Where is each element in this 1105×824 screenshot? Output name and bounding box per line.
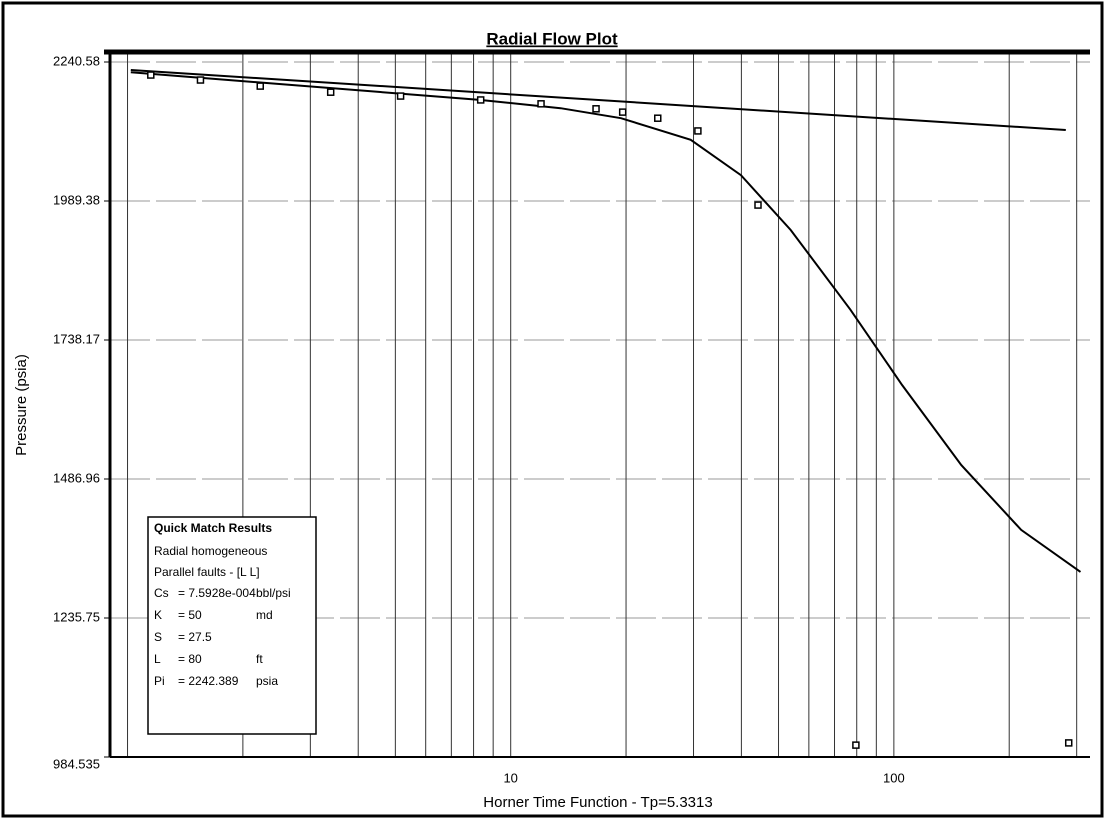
data-line — [130, 69, 1066, 131]
data-point — [694, 127, 702, 135]
annotation-cell: Cs — [154, 586, 169, 600]
y-tick-label: 1989.38 — [53, 192, 100, 207]
y-tick-label: 1486.96 — [53, 470, 100, 485]
annotation-cell: = 50 — [178, 608, 202, 622]
x-tick-label: 100 — [883, 770, 905, 785]
y-axis-label: Pressure (psia) — [13, 354, 30, 456]
data-point — [754, 201, 762, 209]
annotation-cell: = 27.5 — [178, 630, 212, 644]
annotation-title: Quick Match Results — [154, 521, 272, 535]
chart-title: Radial Flow Plot — [486, 29, 618, 48]
y-tick-label: 1738.17 — [53, 331, 100, 346]
data-point — [396, 92, 405, 100]
annotation-cell: = 80 — [178, 652, 202, 666]
annotation-cell: psia — [256, 674, 278, 688]
annotation-cell: md — [256, 608, 273, 622]
annotation-box — [147, 516, 317, 735]
annotation-cell: S — [154, 630, 162, 644]
annotation-line: Parallel faults - [L L] — [154, 565, 260, 579]
annotation-cell: Pi — [154, 674, 165, 688]
data-point — [592, 105, 600, 113]
data-point — [618, 108, 627, 116]
y-tick-label: 1235.75 — [53, 609, 100, 624]
data-point — [147, 71, 155, 79]
y-tick-label: 984.535 — [53, 756, 100, 771]
x-axis-label: Horner Time Function - Tp=5.3313 — [483, 794, 712, 811]
data-point — [326, 88, 335, 96]
x-tick-label: 10 — [503, 770, 517, 785]
annotation-line: Radial homogeneous — [154, 544, 267, 558]
data-point — [537, 100, 545, 108]
annotation-cell: = 7.5928e-004 — [178, 586, 256, 600]
data-point — [476, 96, 485, 104]
annotation-cell: = 2242.389 — [178, 674, 239, 688]
y-tick-label: 2240.58 — [53, 53, 100, 68]
data-point — [256, 82, 264, 90]
data-point — [196, 76, 205, 84]
data-point — [654, 114, 662, 122]
annotation-cell: L — [154, 652, 161, 666]
data-line — [130, 71, 1082, 573]
data-point — [852, 741, 860, 749]
annotation-cell: K — [154, 608, 162, 622]
annotation-cell: bbl/psi — [256, 586, 291, 600]
data-point — [1064, 739, 1073, 747]
annotation-cell: ft — [256, 652, 263, 666]
